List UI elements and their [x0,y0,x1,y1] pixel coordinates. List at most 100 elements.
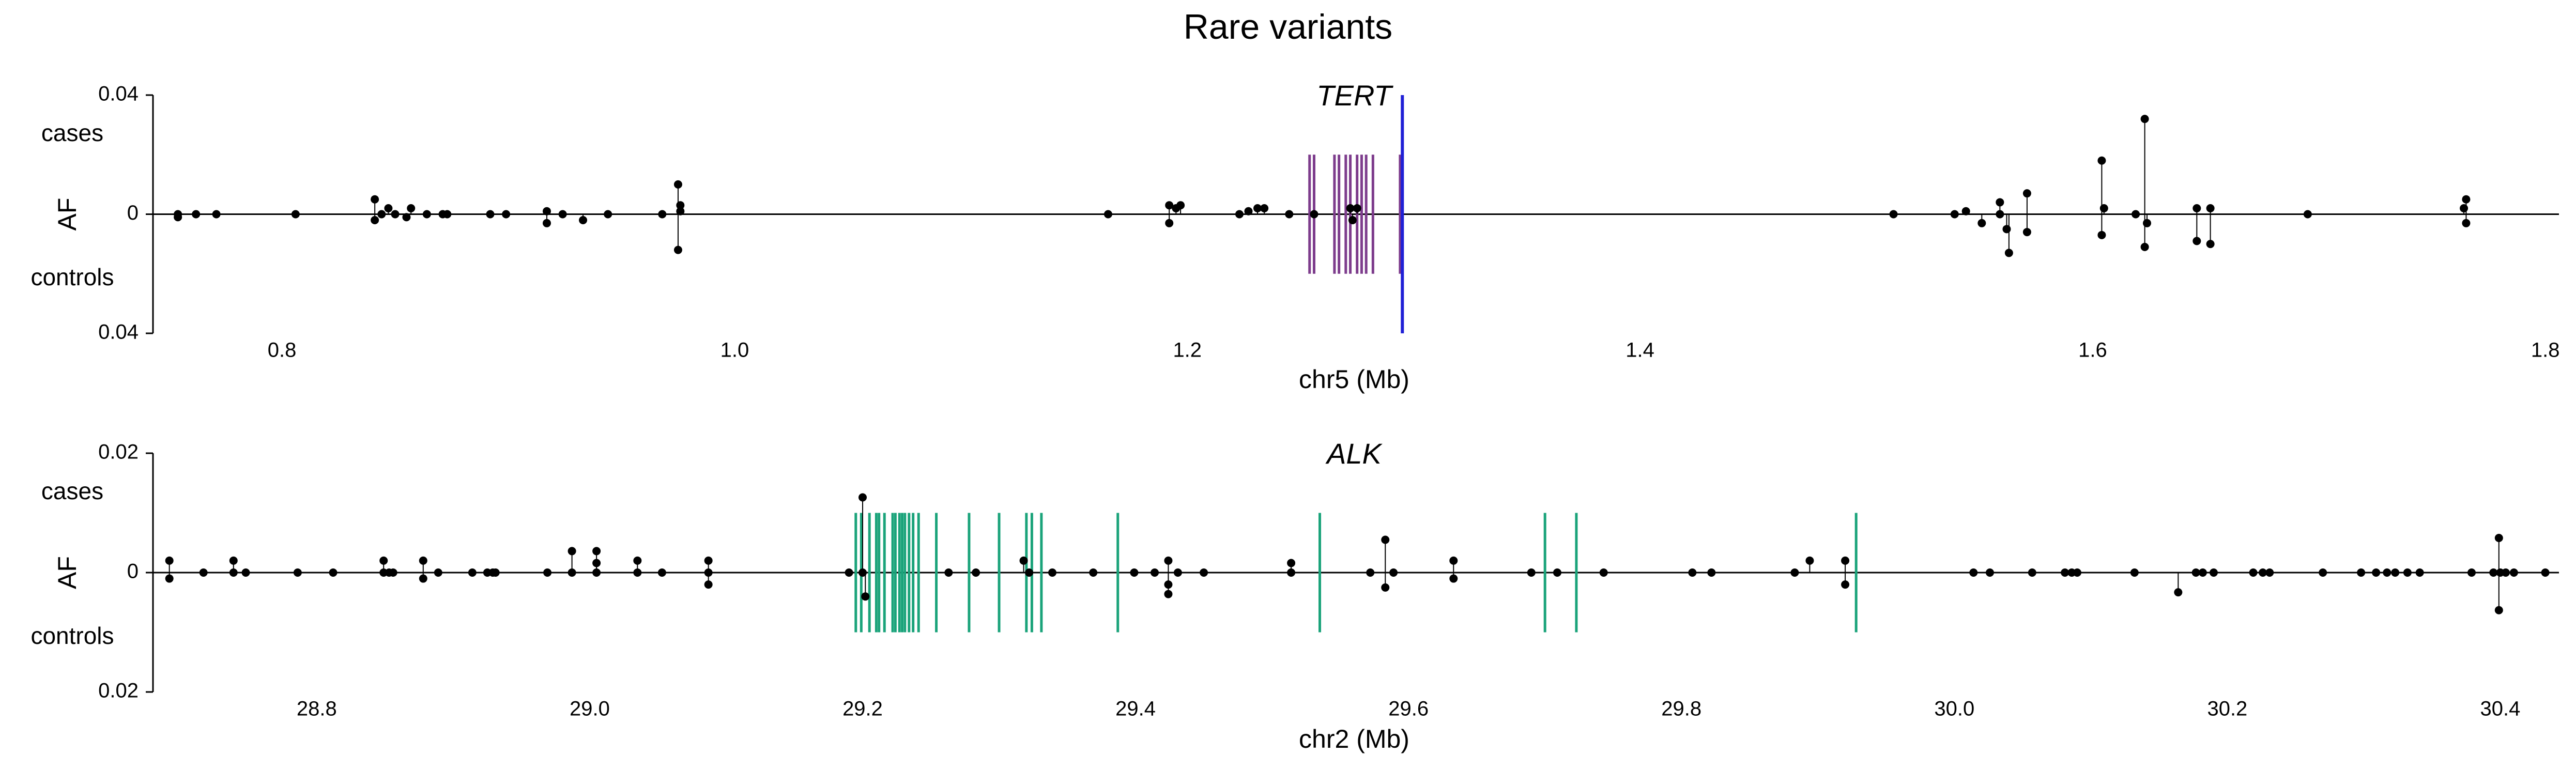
variant-point [673,180,682,189]
variant-point [1164,580,1173,589]
x-tick-label: 30.4 [2480,698,2521,720]
variant-point [2541,568,2550,577]
variant-point [2191,568,2200,577]
variant-point [419,574,427,583]
variant-point [1353,204,1361,212]
variant-point [1969,568,1978,577]
variant-point [858,568,867,577]
variant-point [1165,201,1174,210]
variant-point [2489,568,2498,577]
variant-point [2140,115,2149,124]
variant-point [1961,207,1970,215]
variant-point [592,568,601,577]
variant-point [2403,568,2412,577]
variant-point [165,574,174,583]
variant-point [371,216,379,225]
variant-point [1285,210,1294,219]
x-tick-label: 29.8 [1661,698,1701,720]
variant-point [1366,568,1375,577]
variant-point [2460,204,2468,212]
variant-point [558,210,567,219]
variant-point [633,556,642,565]
variant-point [443,210,452,219]
variant-point [2097,230,2106,239]
variant-point [2099,204,2108,212]
variant-point [293,568,302,577]
variant-point [1048,568,1057,577]
variant-point [1599,568,1608,577]
y-tick-label: 0.04 [98,83,139,105]
variant-point [329,568,338,577]
variant-point [1977,219,1986,227]
variant-point [1841,556,1850,565]
variant-point [704,556,713,565]
controls-label: controls [30,264,114,290]
variant-point [1449,574,1458,583]
y-tick-label: 0.02 [98,680,139,702]
variant-point [199,568,208,577]
variant-point [673,245,682,254]
variant-point [1346,204,1355,212]
x-tick-label: 1.6 [2078,339,2107,362]
cases-label: cases [41,119,103,146]
variant-point [241,568,250,577]
variant-point [1200,568,1208,577]
variant-point [1287,559,1296,567]
controls-label: controls [30,622,114,649]
variant-point [676,207,685,215]
variant-point [2192,237,2201,245]
variant-point [1950,210,1959,219]
variant-point [2206,240,2215,249]
variant-point [229,556,238,565]
variant-point [379,556,388,565]
variant-point [419,556,427,565]
variant-point [384,204,393,212]
variant-point [1553,568,1561,577]
variant-point [2383,568,2391,577]
variant-point [845,568,853,577]
variant-point [2462,195,2471,204]
variant-point [1235,210,1244,219]
variant-point [486,210,495,219]
variant-point [1253,204,1262,212]
variant-point [2022,189,2031,198]
variant-point [502,210,511,219]
variant-point [165,556,174,565]
y-tick-label: 0.04 [98,321,139,344]
variant-point [2509,568,2518,577]
variant-point [676,201,685,210]
x-tick-label: 29.0 [570,698,610,720]
variant-point [2206,204,2215,212]
variant-point [2259,568,2267,577]
variant-point [1707,568,1716,577]
variant-point [174,213,182,222]
x-tick-label: 29.6 [1388,698,1429,720]
variant-point [658,210,667,219]
x-axis-label: chr5 (Mb) [1299,365,1409,394]
x-tick-label: 30.2 [2207,698,2247,720]
variant-point [1025,568,1034,577]
cases-label: cases [41,478,103,504]
x-tick-label: 0.8 [268,339,297,362]
variant-point [2209,568,2218,577]
variant-point [1381,535,1390,544]
variant-point [1173,568,1182,577]
variant-point [1389,568,1398,577]
variant-point [592,547,601,556]
variant-point [2143,219,2152,227]
variant-point [568,547,576,556]
variant-point [542,219,551,227]
variant-point [542,207,551,215]
variant-point [704,580,713,589]
variant-point [1287,568,1296,577]
x-tick-label: 29.2 [842,698,883,720]
variant-point [1176,201,1185,210]
variant-point [1130,568,1139,577]
variant-point [422,210,431,219]
variant-point [2467,568,2476,577]
variant-point [972,568,980,577]
panel-title: TERT [1316,79,1393,112]
variant-point [1310,210,1318,219]
variant-point [491,568,500,577]
variant-point [2303,210,2312,219]
